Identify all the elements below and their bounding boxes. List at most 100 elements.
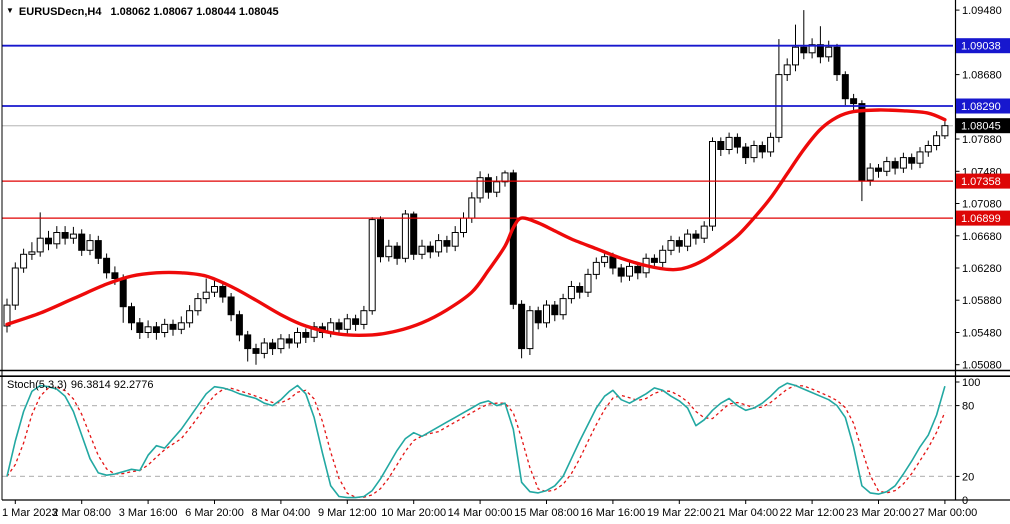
bull-candle [468, 197, 476, 219]
bear-candle [908, 157, 916, 164]
time-tick-label: 19 Mar 22:00 [647, 507, 712, 519]
bull-candle [924, 145, 932, 153]
chevron-down-icon[interactable]: ▼ [6, 6, 14, 15]
bear-candle [742, 146, 750, 159]
bear-candle [78, 233, 86, 251]
price-badge-red [956, 210, 1010, 226]
bear-candle [675, 240, 683, 247]
bear-candle [269, 342, 277, 350]
bull-candle [343, 318, 351, 330]
bull-candle [493, 181, 501, 193]
bull-candle [543, 304, 550, 324]
bull-candle [360, 310, 368, 325]
bear-candle [410, 213, 418, 255]
bull-candle [28, 251, 36, 255]
bull-candle [584, 273, 592, 293]
bull-candle [277, 338, 285, 350]
price-tick-label: 1.09480 [962, 5, 1002, 17]
bear-candle [169, 323, 177, 330]
bull-candle [310, 326, 318, 338]
bear-candle [152, 326, 160, 333]
bear-candle [758, 145, 766, 153]
price-tick-label: 1.07880 [962, 134, 1002, 146]
bear-candle [244, 334, 252, 350]
price-badge-blue [956, 38, 1010, 54]
bear-candle [891, 161, 899, 169]
bear-candle [551, 304, 559, 316]
bull-candle [418, 245, 426, 255]
bull-candle [559, 298, 567, 316]
bull-candle [69, 233, 77, 239]
stochastic-indicator-header: Stoch(5,3,3) 96.3814 92.2776 [7, 379, 154, 405]
bear-candle [617, 267, 625, 277]
bull-candle [86, 240, 94, 251]
price-tick-label: 1.05880 [962, 295, 1002, 307]
time-tick-label: 16 Mar 16:00 [580, 507, 645, 519]
bear-candle [426, 245, 434, 253]
bear-candle [850, 98, 858, 105]
bull-candle [11, 267, 19, 306]
main-price-panel[interactable] [2, 10, 953, 365]
time-tick-label: 8 Mar 04:00 [252, 507, 311, 519]
bull-candle [667, 240, 675, 251]
bull-candle [659, 249, 667, 263]
bear-candle [235, 314, 243, 336]
price-badge-label: 1.09038 [961, 41, 1001, 53]
bear-candle [733, 136, 741, 148]
price-tick-label: 1.07080 [962, 199, 1002, 211]
price-badge-label: 1.08290 [961, 101, 1001, 113]
bear-candle [377, 219, 384, 258]
candles-layer [3, 10, 949, 365]
bull-candle [899, 157, 907, 169]
bear-candle [484, 177, 492, 193]
bull-candle [202, 291, 210, 300]
time-tick-label: 14 Mar 00:00 [448, 507, 513, 519]
bear-candle [858, 103, 866, 181]
bear-candle [61, 232, 69, 239]
ohlc-quote-label: 1.08062 1.08067 1.08044 1.08045 [110, 6, 279, 18]
time-tick-label: 9 Mar 12:00 [318, 507, 377, 519]
bull-candle [941, 125, 949, 137]
bull-candle [783, 64, 791, 76]
price-axis[interactable]: 1.094801.086801.078801.074801.070801.066… [955, 5, 1010, 372]
bear-candle [335, 322, 343, 330]
price-tick-label: 1.06280 [962, 263, 1002, 275]
time-tick-label: 3 Mar 16:00 [119, 507, 178, 519]
bear-candle [509, 172, 517, 305]
bull-candle [435, 240, 443, 253]
moving-average-line [5, 108, 947, 337]
bull-candle [592, 261, 600, 275]
bull-candle [460, 217, 467, 233]
time-tick-label: 22 Mar 12:00 [780, 507, 845, 519]
time-tick-label: 15 Mar 08:00 [514, 507, 579, 519]
bull-candle [725, 136, 733, 150]
bear-candle [302, 332, 310, 338]
bear-candle [875, 167, 882, 172]
bull-candle [767, 136, 775, 153]
price-badge-label: 1.07358 [961, 176, 1001, 188]
bear-candle [111, 272, 119, 279]
price-badge-label: 1.08045 [961, 121, 1001, 133]
bear-candle [833, 46, 841, 76]
time-tick-label: 27 Mar 00:00 [912, 507, 977, 519]
stochastic-panel[interactable] [2, 382, 953, 499]
bear-candle [609, 256, 617, 269]
bull-candle [20, 253, 28, 269]
bear-candle [634, 265, 642, 274]
time-tick-label: 6 Mar 20:00 [185, 507, 244, 519]
bull-candle [401, 213, 409, 259]
bear-candle [816, 44, 824, 58]
bull-candle [709, 141, 716, 227]
bull-candle [750, 145, 758, 159]
bear-candle [103, 257, 111, 274]
time-tick-label: 23 Mar 20:00 [846, 507, 911, 519]
bull-candle [792, 46, 799, 66]
price-tick-label: 1.08680 [962, 70, 1002, 82]
bear-candle [219, 286, 227, 298]
bull-candle [526, 310, 534, 350]
bull-candle [368, 219, 376, 312]
